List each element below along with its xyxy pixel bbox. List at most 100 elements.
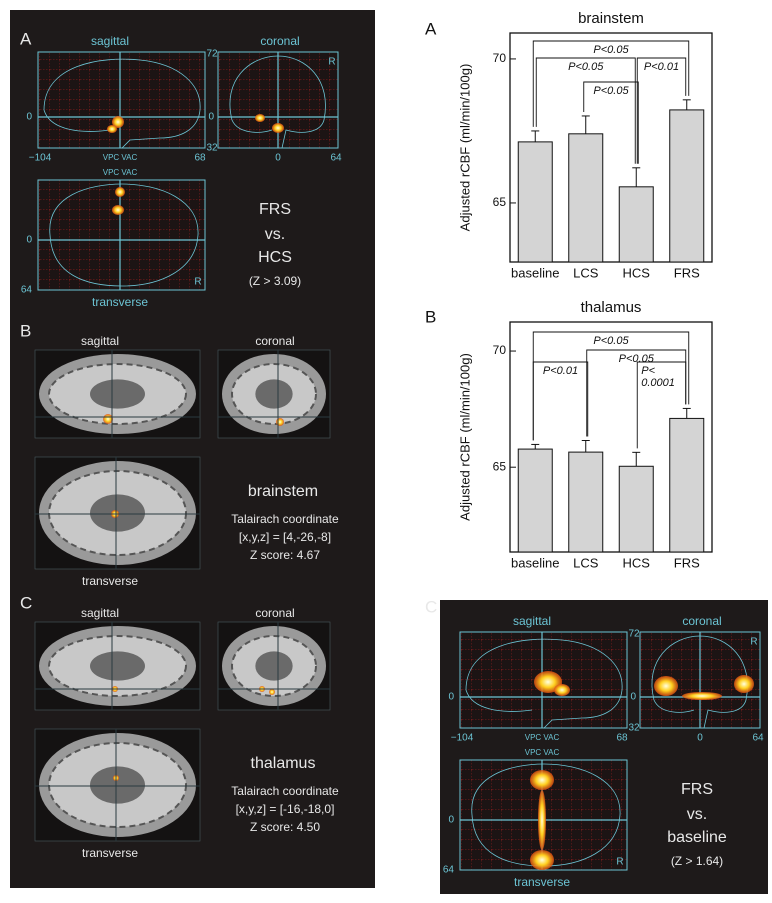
contrast-label: (Z > 3.09) bbox=[249, 274, 301, 288]
coords: [x,y,z] = [4,-26,-8] bbox=[239, 530, 331, 544]
axis-label: 0 bbox=[208, 112, 214, 123]
axis-label: 0 bbox=[275, 153, 281, 164]
bar bbox=[568, 133, 604, 263]
x-tick-label: HCS bbox=[623, 555, 651, 570]
significance-bracket bbox=[583, 81, 639, 164]
y-axis-label: Adjusted rCBF (ml/min/100g) bbox=[457, 353, 472, 521]
view-label: sagittal bbox=[91, 34, 129, 48]
x-tick-label: HCS bbox=[623, 265, 651, 280]
significance-bracket bbox=[532, 40, 690, 127]
mri-core bbox=[90, 651, 145, 681]
chart-title: thalamus bbox=[581, 299, 642, 316]
significance-label: P<0.01 bbox=[543, 365, 578, 377]
significance-label: P<0.05 bbox=[593, 85, 629, 97]
contrast-label: (Z > 1.64) bbox=[671, 854, 723, 868]
x-tick-label: FRS bbox=[674, 265, 700, 280]
axis-label: 72 bbox=[206, 49, 218, 60]
panel-letter: C bbox=[425, 597, 437, 616]
contrast-label: vs. bbox=[687, 806, 707, 823]
bar bbox=[618, 465, 654, 553]
activation-blob bbox=[734, 675, 754, 693]
activation-blob bbox=[112, 205, 124, 215]
activation-blob bbox=[682, 692, 722, 700]
significance-label: P< bbox=[641, 365, 655, 377]
y-axis-label: Adjusted rCBF (ml/min/100g) bbox=[457, 64, 472, 232]
activation-blob bbox=[269, 689, 275, 695]
view-box bbox=[37, 51, 206, 149]
plot-frame bbox=[509, 321, 713, 553]
axis-label: −104 bbox=[451, 733, 474, 744]
x-tick-label: baseline bbox=[511, 555, 559, 570]
view-label: transverse bbox=[82, 574, 138, 588]
region-label: brainstem bbox=[248, 483, 318, 500]
view-label: coronal bbox=[260, 34, 299, 48]
bar bbox=[669, 417, 705, 553]
significance-label: P<0.01 bbox=[644, 61, 679, 73]
view-label: transverse bbox=[82, 846, 138, 860]
axis-label: 64 bbox=[21, 285, 33, 296]
x-tick-label: FRS bbox=[674, 555, 700, 570]
coronal-outline bbox=[229, 55, 326, 149]
z-score: Z score: 4.67 bbox=[250, 548, 320, 562]
x-tick-label: baseline bbox=[511, 265, 559, 280]
y-tick-label: 65 bbox=[493, 195, 507, 209]
activation-blob bbox=[272, 123, 284, 133]
bar bbox=[517, 448, 553, 553]
axis-label: 64 bbox=[330, 153, 342, 164]
sagittal-outline bbox=[465, 638, 623, 729]
significance-label: P<0.05 bbox=[568, 61, 604, 73]
y-tick-label: 70 bbox=[493, 343, 507, 357]
axis-label: 0 bbox=[26, 112, 32, 123]
significance-label: P<0.05 bbox=[619, 353, 655, 365]
axis-label: R bbox=[328, 57, 335, 68]
activation-blob bbox=[107, 125, 117, 133]
contrast-label: HCS bbox=[258, 249, 292, 266]
glass-brain: sagittal coronal transverse 72 0 −104 68 VPC VA… bbox=[21, 34, 342, 309]
contrast-label: FRS bbox=[259, 201, 291, 218]
axis-label: 0 bbox=[26, 235, 32, 246]
axis-label: 32 bbox=[628, 723, 640, 734]
view-label: sagittal bbox=[513, 614, 551, 628]
significance-bracket bbox=[636, 57, 687, 164]
activation-blob bbox=[530, 850, 554, 870]
activation-blob bbox=[255, 114, 265, 122]
y-tick-label: 65 bbox=[493, 459, 507, 473]
view-label: transverse bbox=[92, 295, 148, 309]
axis-label: 0 bbox=[630, 692, 636, 703]
region-label: thalamus bbox=[251, 755, 316, 772]
axis-label: VPC VAC bbox=[525, 748, 560, 757]
transverse-outline bbox=[49, 183, 199, 287]
mri-core bbox=[90, 379, 145, 409]
axis-label: 0 bbox=[448, 692, 454, 703]
view-label: coronal bbox=[255, 606, 294, 620]
significance-label: 0.0001 bbox=[641, 377, 675, 389]
axis-label: 64 bbox=[752, 733, 764, 744]
axis-label: R bbox=[750, 637, 757, 648]
activation-blob bbox=[115, 187, 125, 197]
glass-brain: sagittal coronal transverse 72 0 −104 68 VPC VA… bbox=[443, 614, 764, 889]
panel-letter: B bbox=[20, 321, 31, 340]
coord-title: Talairach coordinate bbox=[231, 512, 339, 526]
chart-title: brainstem bbox=[578, 10, 644, 27]
mri-core bbox=[90, 766, 145, 804]
mri-panel: sagittal coronal transverse thalamus Talaira… bbox=[34, 606, 339, 860]
view-label: transverse bbox=[514, 875, 570, 889]
activation-blob bbox=[554, 684, 570, 696]
axis-label: 64 bbox=[443, 865, 455, 876]
y-tick-label: 70 bbox=[493, 51, 507, 65]
axis-label: 32 bbox=[206, 143, 218, 154]
view-label: coronal bbox=[682, 614, 721, 628]
panel-letter: C bbox=[20, 593, 32, 612]
x-tick-label: LCS bbox=[573, 265, 599, 280]
bar bbox=[618, 186, 654, 263]
activation-blob bbox=[276, 418, 284, 426]
transverse-outline bbox=[471, 763, 621, 867]
significance-bracket bbox=[636, 361, 687, 449]
bar bbox=[568, 451, 604, 553]
axis-label: VPC VAC bbox=[103, 168, 138, 177]
axis-label: R bbox=[194, 277, 201, 288]
contrast-label: baseline bbox=[667, 829, 727, 846]
activation-blob bbox=[538, 790, 546, 850]
z-score: Z score: 4.50 bbox=[250, 820, 320, 834]
